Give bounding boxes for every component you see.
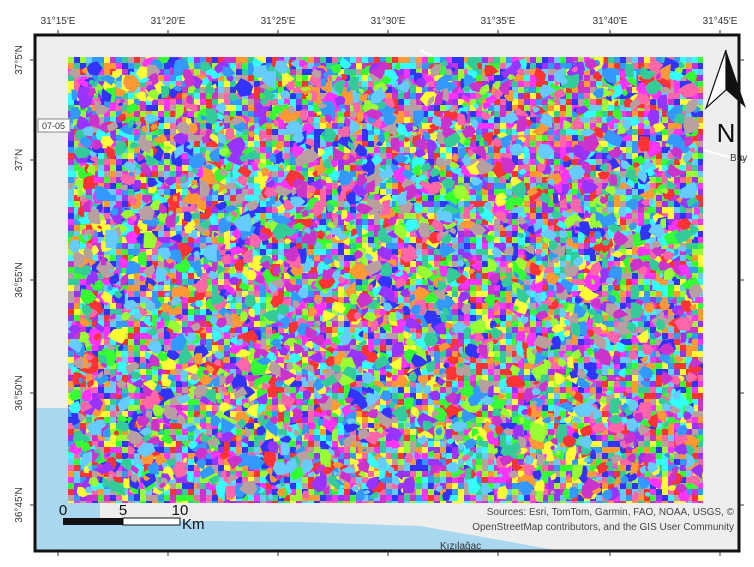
road-label: 07-05 — [42, 121, 65, 131]
scale-label: 0 — [59, 502, 67, 519]
longitude-label: 31°20'E — [151, 16, 186, 27]
latitude-label: 37°N — [14, 149, 25, 171]
scale-segment — [63, 518, 123, 525]
longitude-label: 31°30'E — [371, 16, 406, 27]
scale-segment — [123, 518, 180, 525]
road-shield: 07-05 — [38, 119, 70, 132]
latitude-label: 36°50'N — [14, 375, 25, 410]
scale-label: 5 — [119, 502, 127, 519]
attribution: Sources: Esri, TomTom, Garmin, FAO, NOAA… — [487, 507, 735, 518]
latitude-label: 36°45'N — [14, 487, 25, 522]
longitude-label: 31°25'E — [261, 16, 296, 27]
longitude-label: 31°40'E — [593, 16, 628, 27]
longitude-label: 31°35'E — [481, 16, 516, 27]
north-label: N — [717, 118, 736, 148]
attribution: OpenStreetMap contributors, and the GIS … — [472, 522, 734, 533]
scale-unit: Km — [182, 516, 205, 533]
longitude-label: 31°15'E — [41, 16, 76, 27]
latitude-label: 36°55'N — [14, 262, 25, 297]
longitude-label: 31°45'E — [703, 16, 738, 27]
place-label: Kızılağaç — [440, 541, 481, 552]
latitude-label: 37°5'N — [14, 45, 25, 75]
place-label: Büy — [730, 153, 747, 164]
map-figure: 31°15'E 31°20'E 31°25'E 31°30'E 31°35'E 31°40… — [0, 0, 754, 567]
segmentation-raster — [68, 57, 703, 503]
